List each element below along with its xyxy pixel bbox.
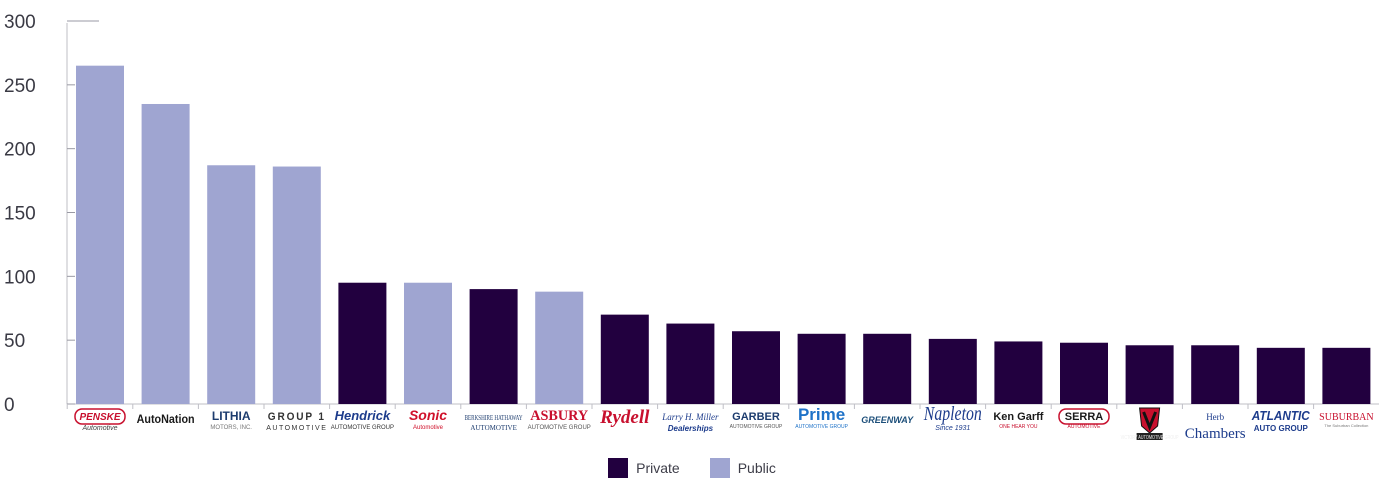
bar <box>1191 345 1240 404</box>
autonation-logo: AutoNation <box>137 412 195 426</box>
serra-logo-sub: AUTOMOTIVE <box>1068 424 1102 430</box>
legend-item-public: Public <box>709 458 776 478</box>
legend-label-public: Public <box>737 460 776 476</box>
bar <box>76 65 124 404</box>
legend-item-private: Private <box>608 458 680 478</box>
victory-logo: VICTORY AUTOMOTIVE GROUP <box>1121 435 1180 441</box>
bar <box>404 282 452 404</box>
lithia-logo-sub: MOTORS, INC. <box>210 425 252 431</box>
y-tick-label: 250 <box>4 76 36 97</box>
bar <box>338 282 387 404</box>
sonic-logo-sub: Automotive <box>413 425 444 431</box>
y-tick-label: 50 <box>4 331 25 352</box>
bar <box>1060 342 1108 404</box>
y-tick-label: 100 <box>4 267 36 288</box>
garber-logo: GARBER <box>732 411 780 423</box>
lithia-logo: LITHIA <box>212 409 251 423</box>
bar <box>994 341 1043 404</box>
logo-frame <box>74 408 126 425</box>
bar <box>666 323 715 404</box>
atlantic-logo-sub: AUTO GROUP <box>1254 424 1309 433</box>
legend-label-private: Private <box>636 460 680 476</box>
bar <box>1256 347 1305 404</box>
bar <box>469 289 518 404</box>
berkshire-logo: BERKSHIRE HATHAWAY <box>465 414 523 422</box>
victory-shield-icon <box>1136 407 1163 440</box>
asbury-logo-sub: AUTOMOTIVE GROUP <box>528 425 591 431</box>
sonic-logo: Sonic <box>409 407 447 423</box>
bar <box>797 333 846 404</box>
hendrick-logo: Hendrick <box>335 408 391 423</box>
kengarff-logo: Ken Garff <box>993 411 1043 423</box>
prime-logo: Prime <box>798 405 845 424</box>
private-swatch <box>608 458 629 478</box>
berkshire-logo-sub: AUTOMOTIVE <box>470 424 517 432</box>
napleton-logo-sub: Since 1931 <box>935 425 970 432</box>
bar <box>1322 347 1371 404</box>
napleton-logo: Napleton <box>923 403 982 425</box>
prime-logo-sub: AUTOMOTIVE GROUP <box>795 424 848 430</box>
legend: Private Public <box>0 458 1384 478</box>
y-tick-label: 0 <box>4 395 15 416</box>
group1-logo: GROUP 1 <box>268 411 326 423</box>
asbury-logo: ASBURY <box>530 408 588 424</box>
lhm-logo: Larry H. Miller <box>661 412 719 422</box>
serra-logo: SERRA <box>1065 411 1104 423</box>
y-tick-label: 200 <box>4 140 36 161</box>
y-tick-label: 300 <box>4 12 36 33</box>
herbchambers-logo-sub: Chambers <box>1185 426 1246 442</box>
penske-logo-sub: Automotive <box>81 425 117 432</box>
penske-logo: PENSKE <box>79 412 120 423</box>
suburban-logo: SUBURBAN <box>1319 412 1373 423</box>
bar <box>732 331 780 404</box>
logo-frame <box>1058 408 1110 425</box>
herbchambers-logo: Herb <box>1206 412 1224 422</box>
greenway-logo: GREENWAY <box>861 415 914 425</box>
kengarff-logo-sub: ONE HEAR YOU <box>999 424 1038 430</box>
suburban-logo-sub: The Suburban Collection <box>1324 423 1368 428</box>
group1-logo-sub: AUTOMOTIVE <box>266 425 327 432</box>
bar <box>863 333 912 404</box>
public-swatch <box>709 458 730 478</box>
bar <box>1125 345 1174 404</box>
bar <box>141 103 190 404</box>
bar <box>600 314 649 404</box>
y-tick-label: 150 <box>4 204 36 225</box>
hendrick-logo-sub: AUTOMOTIVE GROUP <box>331 425 394 431</box>
atlantic-logo: ATLANTIC <box>1251 408 1310 423</box>
bar <box>207 165 256 404</box>
bar <box>535 291 584 404</box>
rydell-logo: Rydell <box>599 407 650 428</box>
garber-logo-sub: AUTOMOTIVE GROUP <box>730 424 783 430</box>
bar <box>928 338 977 404</box>
bar <box>272 166 321 404</box>
lhm-logo-sub: Dealerships <box>668 424 714 433</box>
